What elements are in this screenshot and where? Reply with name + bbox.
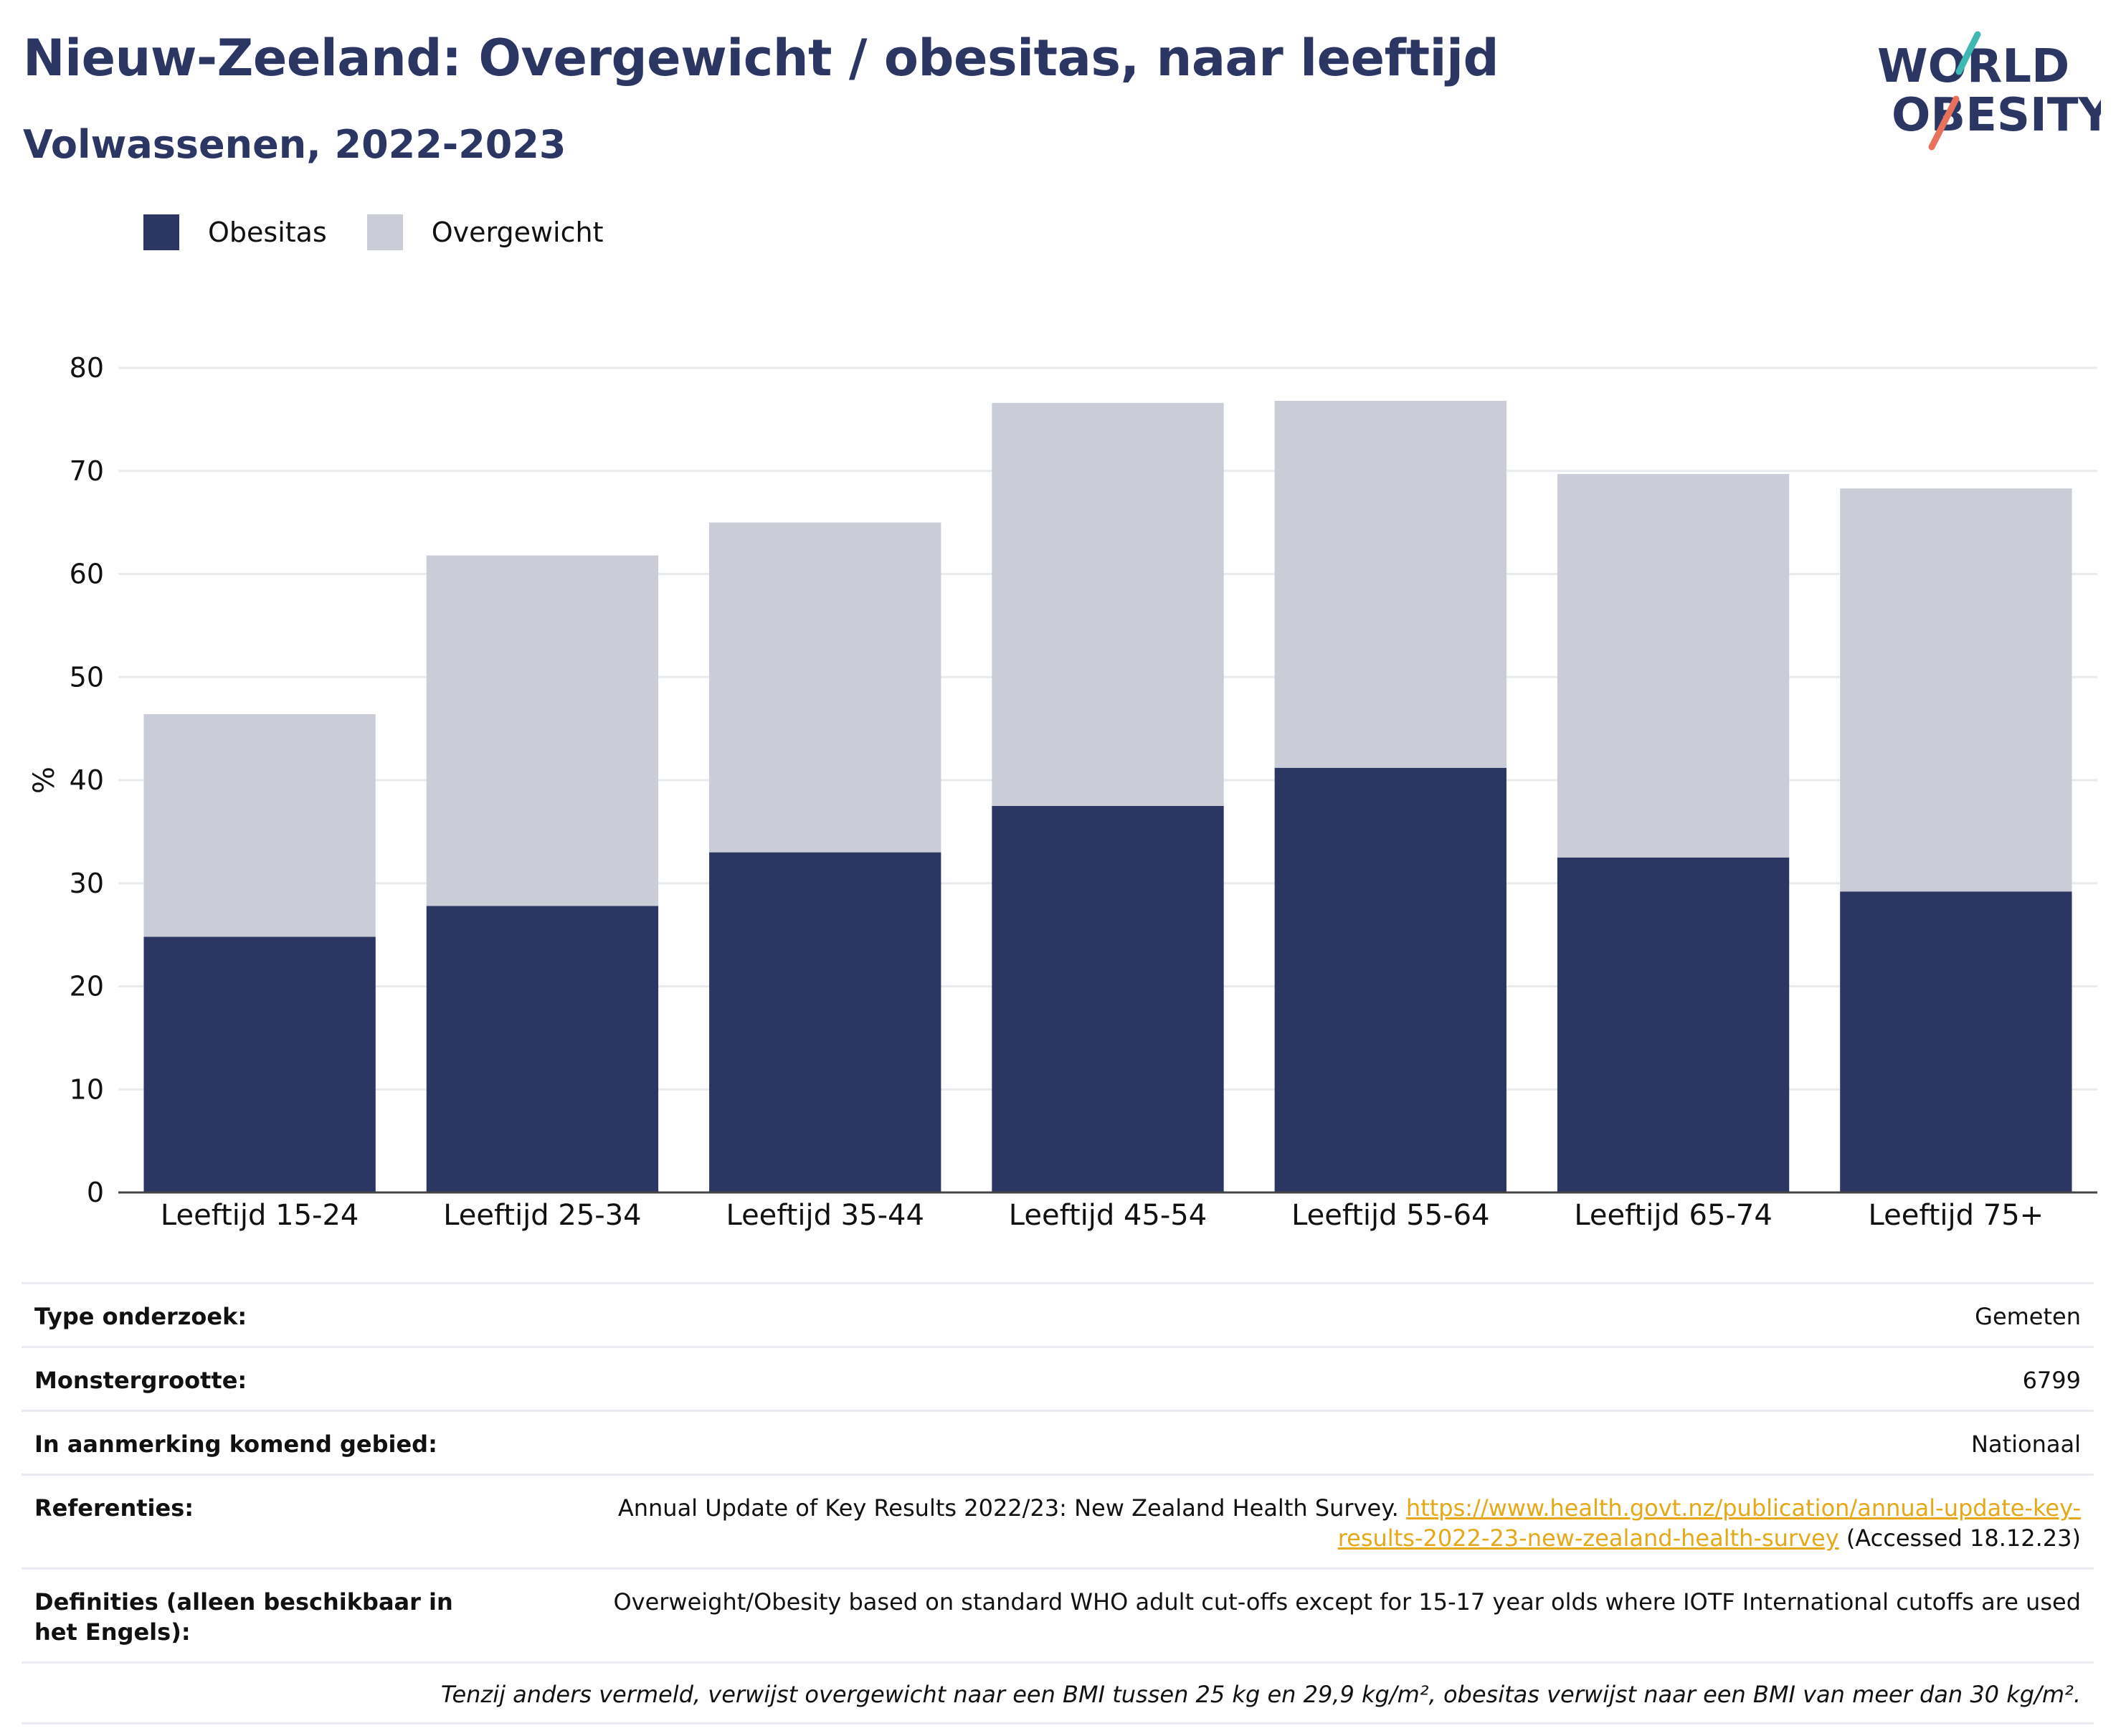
y-tick-label: 80 — [70, 352, 104, 384]
logo-slash-lower — [1928, 95, 1960, 151]
reference-accessed: (Accessed 18.12.23) — [1846, 1524, 2081, 1552]
y-tick-label: 10 — [70, 1073, 104, 1105]
legend-swatch-obesitas — [143, 214, 179, 250]
bar-overgewicht-3 — [709, 522, 941, 853]
meta-row-definitions: Definities (alleen beschikbaar in het En… — [22, 1567, 2094, 1661]
legend-item-obesitas[interactable]: Obesitas — [143, 214, 327, 250]
bar-overgewicht-7 — [1840, 488, 2072, 892]
bar-obesitas-5 — [1274, 767, 1506, 1192]
y-tick-label: 50 — [70, 661, 104, 693]
meta-key: Definities (alleen beschikbaar in het En… — [34, 1588, 453, 1646]
world-obesity-logo: WORLD OBESITY — [1877, 31, 2101, 151]
meta-key: Type onderzoek: — [34, 1303, 247, 1330]
legend-item-overgewicht[interactable]: Overgewicht — [366, 214, 604, 250]
y-tick-label: 20 — [70, 971, 104, 1002]
chart-subtitle: Volwassenen, 2022-2023 — [23, 122, 566, 167]
meta-value: Overweight/Obesity based on standard WHO… — [613, 1588, 2081, 1616]
bar-chart: 0 10 20 30 40 50 60 70 80% Leeftijd 15-24 Leeftijd… — [28, 352, 2097, 1232]
meta-key: Referenties: — [34, 1494, 194, 1522]
meta-row-references: Referenties: Annual Update of Key Result… — [22, 1474, 2094, 1567]
bar-obesitas-7 — [1840, 891, 2072, 1192]
x-tick-label: Leeftijd 35-44 — [726, 1199, 924, 1232]
legend: Obesitas Overgewicht — [143, 212, 644, 252]
bar-overgewicht-4 — [992, 402, 1224, 806]
metadata-table: Type onderzoek: Gemeten Monstergrootte: … — [22, 1282, 2094, 1725]
y-tick-label: 70 — [70, 455, 104, 487]
y-tick-label: 0 — [87, 1177, 104, 1208]
meta-key: In aanmerking komend gebied: — [34, 1431, 437, 1458]
meta-value: Gemeten — [1975, 1303, 2081, 1330]
y-tick-label: 40 — [70, 764, 104, 796]
reference-text: Annual Update of Key Results 2022/23: Ne… — [617, 1494, 1399, 1522]
x-tick-label: Leeftijd 65-74 — [1574, 1199, 1772, 1232]
meta-row-sample-size: Monstergrootte: 6799 — [22, 1346, 2094, 1410]
y-tick-label: 60 — [70, 559, 104, 590]
legend-swatch-overgewicht — [366, 214, 403, 250]
bar-overgewicht-1 — [143, 714, 376, 937]
meta-key: Monstergrootte: — [34, 1367, 247, 1394]
chart-title: Nieuw-Zeeland: Overgewicht / obesitas, n… — [23, 29, 1499, 87]
bar-overgewicht-5 — [1274, 401, 1506, 768]
bar-obesitas-1 — [143, 936, 376, 1192]
meta-row-survey-type: Type onderzoek: Gemeten — [22, 1282, 2094, 1346]
bar-overgewicht-2 — [426, 555, 659, 906]
meta-value-references: Annual Update of Key Results 2022/23: Ne… — [546, 1493, 2081, 1553]
logo-slash-upper — [1955, 31, 1981, 75]
meta-value: Nationaal — [1971, 1431, 2081, 1458]
x-tick-label: Leeftijd 55-64 — [1291, 1199, 1489, 1232]
reference-link[interactable]: https://www.health.govt.nz/publication/a… — [1337, 1494, 2081, 1552]
meta-row-area: In aanmerking komend gebied: Nationaal — [22, 1410, 2094, 1474]
logo-line2: OBESITY — [1892, 89, 2101, 142]
y-tick-label: 30 — [70, 868, 104, 899]
bmi-note: Tenzij anders vermeld, verwijst overgewi… — [22, 1661, 2094, 1725]
bar-obesitas-6 — [1557, 857, 1790, 1192]
x-tick-label: Leeftijd 45-54 — [1009, 1199, 1207, 1232]
bar-obesitas-2 — [426, 906, 659, 1192]
legend-label-obesitas: Obesitas — [208, 217, 327, 248]
meta-value: 6799 — [2022, 1367, 2081, 1394]
y-axis-label: % — [28, 767, 61, 794]
bar-obesitas-4 — [992, 805, 1224, 1192]
bar-overgewicht-6 — [1557, 474, 1790, 858]
x-tick-label: Leeftijd 15-24 — [161, 1199, 359, 1232]
legend-label-overgewicht: Overgewicht — [431, 217, 604, 248]
bar-obesitas-3 — [709, 852, 941, 1192]
x-tick-label: Leeftijd 25-34 — [443, 1199, 641, 1232]
x-tick-label: Leeftijd 75+ — [1869, 1199, 2044, 1232]
